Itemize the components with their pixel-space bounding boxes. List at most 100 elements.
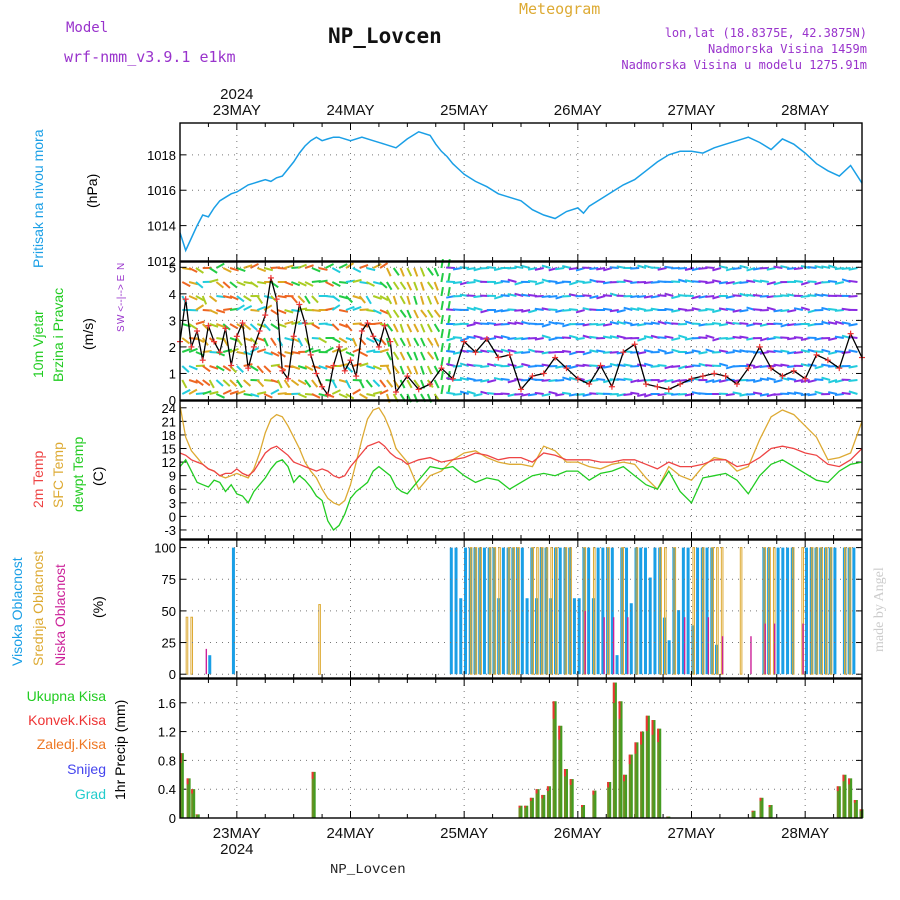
wind-arrow <box>602 335 613 339</box>
wind-arrow <box>188 267 198 273</box>
wind-arrow <box>650 266 660 269</box>
wind-arrow <box>650 321 660 325</box>
wind-arrow <box>746 379 756 382</box>
wind-arrow <box>452 393 462 396</box>
wind-arrow <box>657 348 667 353</box>
high-cloud-bar <box>459 598 463 675</box>
wind-arrow <box>691 295 701 300</box>
wind-arrow <box>413 323 420 333</box>
wind-arrow <box>392 323 399 333</box>
wind-arrow <box>814 265 824 269</box>
wind-arrow <box>548 280 558 283</box>
wind-arrow <box>466 335 476 339</box>
wind-arrow <box>392 337 399 347</box>
wind-arrow <box>359 323 369 328</box>
wind-arrow <box>311 323 321 330</box>
high-cloud-bar <box>852 547 856 675</box>
wind-arrow <box>406 281 413 291</box>
wind-arrow <box>195 379 204 387</box>
wind-arrow <box>304 281 314 287</box>
wind-arrow <box>366 365 376 370</box>
wind-arrow <box>433 281 439 291</box>
wind-arrow <box>555 321 565 325</box>
wind-arrow <box>534 337 544 341</box>
wind-arrow <box>698 336 708 339</box>
wind-arrow <box>677 379 688 382</box>
wind-arrow <box>195 304 205 311</box>
wind-arrow <box>359 393 368 400</box>
wind-arrow <box>311 365 321 370</box>
wind-arrow <box>243 295 252 302</box>
wind-arrow <box>209 267 218 274</box>
wind-arrow <box>385 365 392 375</box>
wind-arrow <box>589 295 599 300</box>
panel-temperature-border <box>179 400 863 540</box>
convective-precip-bar <box>311 771 314 779</box>
wind-arrow <box>800 281 811 286</box>
wind-arrow <box>379 295 389 302</box>
wind-arrow <box>664 379 674 383</box>
convective-precip-bar <box>541 794 544 799</box>
wind-arrow <box>392 351 400 361</box>
wind-arrow <box>712 351 722 354</box>
mid-cloud-bar <box>493 547 497 675</box>
wind-arrow <box>249 323 258 331</box>
wind-arrow <box>338 309 349 313</box>
wind-arrow <box>222 389 232 395</box>
wind-arrow <box>793 351 804 355</box>
wind-arrow <box>609 351 619 354</box>
high-cloud-bar <box>667 640 671 675</box>
wind-arrow <box>311 267 321 273</box>
wind-arrow <box>834 320 845 325</box>
wind-arrow <box>433 309 441 318</box>
coords-label: lon,lat (18.8375E, 42.3875N) <box>664 26 867 40</box>
wind-arrow <box>365 337 375 343</box>
low-cloud-bar <box>750 636 752 675</box>
rain-precip-bar <box>844 774 847 818</box>
wind-arrow <box>848 279 858 283</box>
y-tick-label: 4 <box>169 287 176 302</box>
low-cloud-bar <box>627 617 629 675</box>
rain-precip-bar <box>560 725 563 818</box>
panel-precip-border <box>179 678 863 819</box>
rain-precip-bar <box>620 701 623 818</box>
wind-arrow <box>325 263 334 269</box>
wind-arrow <box>215 262 225 269</box>
wind-arrow <box>657 320 667 325</box>
wind-arrow <box>420 323 426 333</box>
wind-arrow <box>616 309 626 314</box>
rain-precip-bar <box>770 805 773 818</box>
wind-arrow <box>596 280 606 283</box>
wind-arrow <box>345 393 355 400</box>
year-label-bottom: 2024 <box>220 841 253 858</box>
day-label-top: 26MAY <box>554 102 602 119</box>
y-tick-label: 1 <box>169 366 176 381</box>
mid-cloud-bar <box>536 547 539 675</box>
y-tick-label: 15 <box>162 442 176 457</box>
day-label-top: 23MAY <box>213 102 261 119</box>
wind-arrow <box>256 365 264 374</box>
convective-precip-bar <box>186 778 189 785</box>
wind-arrow <box>372 295 383 300</box>
wind-arrow <box>372 379 381 388</box>
y-tick-label: 0 <box>169 667 176 682</box>
wind-arrow <box>250 393 260 398</box>
wind-arrow <box>338 295 349 300</box>
wind-arrow <box>752 279 763 283</box>
y-tick-label: 0 <box>169 811 176 826</box>
high-cloud-bar <box>558 547 562 675</box>
wind-arrow <box>534 307 544 311</box>
wind-arrow <box>793 391 804 395</box>
wind-arrow <box>732 267 742 270</box>
wind-arrow <box>263 337 269 347</box>
high-cloud-bar <box>681 547 685 675</box>
wind-arrow <box>800 349 810 353</box>
high-cloud-bar <box>482 547 486 675</box>
wind-arrow <box>379 309 389 315</box>
wind-arrow <box>359 351 369 358</box>
wind-arrow <box>385 267 392 277</box>
wind-arrow <box>848 365 858 369</box>
wind-arrow <box>650 295 660 299</box>
wind-arrow <box>582 351 592 356</box>
wind-arrow <box>331 281 341 287</box>
